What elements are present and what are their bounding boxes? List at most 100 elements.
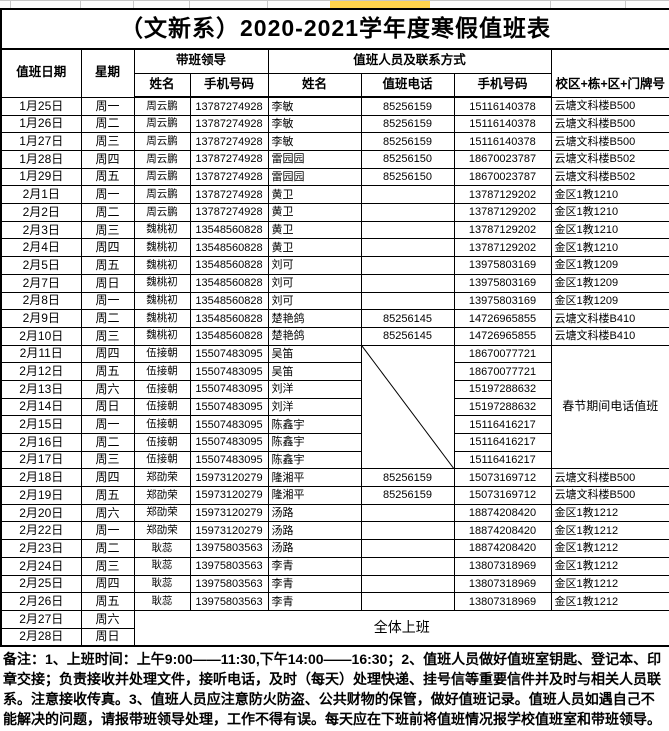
cell-date: 2月11日 xyxy=(0,344,82,364)
cell-leader-mobile: 13548560828 xyxy=(189,256,269,275)
cell-staff-mobile: 15116140378 xyxy=(453,96,552,116)
cell-leader-name: 耿蕊 xyxy=(133,556,191,576)
cell-weekday: 周一 xyxy=(80,415,135,435)
cell-location: 云塘文科楼B500 xyxy=(550,114,669,134)
cell-staff-mobile: 13807318969 xyxy=(453,592,552,611)
cell-duty-phone xyxy=(360,291,455,311)
cell-location: 云塘文科楼B500 xyxy=(550,96,669,116)
cell-location: 金区1教1212 xyxy=(550,539,669,558)
cell-leader-mobile: 13787274928 xyxy=(189,96,269,116)
cell-staff-name: 黄卫 xyxy=(267,238,362,258)
cell-staff-name: 吴笛 xyxy=(267,362,362,381)
cell-location: 云塘文科楼B500 xyxy=(550,486,669,505)
cell-leader-name: 伍接朝 xyxy=(133,379,191,399)
cell-leader-name: 伍接朝 xyxy=(133,362,191,381)
cell-leader-name: 伍接朝 xyxy=(133,433,191,452)
cell-date: 2月23日 xyxy=(0,539,82,558)
duty-row: 2月13日 周六 伍接朝 15507483095 刘洋 15197288632 xyxy=(0,379,669,399)
cell-weekday: 周六 xyxy=(80,609,135,629)
cell-weekday: 周日 xyxy=(80,627,135,647)
cell-leader-name: 郑劭荣 xyxy=(133,468,191,488)
duty-row: 2月25日 周四 耿蕊 13975803563 李青 13807318969 金区1教121… xyxy=(0,574,669,594)
grid-line xyxy=(550,1,551,8)
cell-leader-mobile: 15973120279 xyxy=(189,486,269,505)
cell-staff-mobile: 18670023787 xyxy=(453,167,552,187)
cell-location: 金区1教1212 xyxy=(550,592,669,611)
cell-leader-name: 周云鹏 xyxy=(133,114,191,134)
cell-date: 2月28日 xyxy=(0,627,82,647)
cell-leader-mobile: 13548560828 xyxy=(189,291,269,311)
cell-staff-mobile: 15197288632 xyxy=(453,397,552,417)
cell-staff-mobile: 15116416217 xyxy=(453,415,552,435)
duty-row: 2月27日 周六 全体上班 xyxy=(0,609,669,647)
spreadsheet-grid-strip xyxy=(0,0,669,8)
cell-staff-mobile: 13975803169 xyxy=(453,256,552,275)
duty-row: 2月7日 周日 魏桃初 13548560828 刘可 13975803169 金区1教120… xyxy=(0,273,669,293)
cell-weekday: 周二 xyxy=(80,433,135,452)
cell-staff-mobile: 15116140378 xyxy=(453,132,552,152)
cell-weekday: 周五 xyxy=(80,167,135,187)
cell-date: 2月7日 xyxy=(0,273,82,293)
cell-duty-phone xyxy=(360,203,455,222)
cell-date: 2月27日 xyxy=(0,609,82,629)
cell-location: 金区1教1212 xyxy=(550,521,669,541)
cell-staff-name: 雷园园 xyxy=(267,150,362,169)
cell-leader-name: 郑劭荣 xyxy=(133,503,191,523)
cell-leader-mobile: 15507483095 xyxy=(189,379,269,399)
col-header-duty-date: 值班日期 xyxy=(0,48,82,98)
cell-duty-phone xyxy=(360,273,455,293)
cell-weekday: 周四 xyxy=(80,238,135,258)
cell-festival-note: 春节期间电话值班 xyxy=(550,344,669,470)
cell-staff-mobile: 13787129202 xyxy=(453,238,552,258)
cell-location: 云塘文科楼B410 xyxy=(550,326,669,346)
cell-weekday: 周日 xyxy=(80,397,135,417)
cell-staff-name: 李青 xyxy=(267,556,362,576)
cell-leader-name: 周云鹏 xyxy=(133,203,191,222)
cell-leader-name: 周云鹏 xyxy=(133,150,191,169)
cell-leader-name: 周云鹏 xyxy=(133,185,191,205)
cell-staff-name: 陈鑫宇 xyxy=(267,433,362,452)
cell-staff-mobile: 18670023787 xyxy=(453,150,552,169)
cell-date: 2月4日 xyxy=(0,238,82,258)
cell-duty-phone xyxy=(360,556,455,576)
duty-row: 2月3日 周三 魏桃初 13548560828 黄卫 13787129202 金区1教121… xyxy=(0,220,669,240)
cell-weekday: 周日 xyxy=(80,273,135,293)
cell-date: 1月26日 xyxy=(0,114,82,134)
cell-leader-name: 魏桃初 xyxy=(133,326,191,346)
cell-location: 金区1教1210 xyxy=(550,220,669,240)
cell-location: 云塘文科楼B502 xyxy=(550,150,669,169)
duty-row: 2月23日 周二 耿蕊 13975803563 汤路 18874208420 金区1教121… xyxy=(0,539,669,558)
cell-leader-mobile: 13787274928 xyxy=(189,114,269,134)
cell-staff-name: 李敏 xyxy=(267,132,362,152)
duty-row: 1月28日 周四 周云鹏 13787274928 雷园园 85256150 18670023… xyxy=(0,150,669,169)
cell-staff-name: 黄卫 xyxy=(267,185,362,205)
cell-date: 1月25日 xyxy=(0,96,82,116)
cell-weekday: 周一 xyxy=(80,185,135,205)
duty-row: 2月18日 周四 郑劭荣 15973120279 隆湘平 85256159 15073169… xyxy=(0,468,669,488)
cell-date: 2月18日 xyxy=(0,468,82,488)
cell-duty-phone: 85256159 xyxy=(360,132,455,152)
cell-weekday: 周六 xyxy=(80,503,135,523)
cell-staff-name: 刘可 xyxy=(267,273,362,293)
cell-leader-mobile: 15973120279 xyxy=(189,521,269,541)
grid-line xyxy=(80,1,81,8)
cell-staff-name: 陈鑫宇 xyxy=(267,415,362,435)
cell-staff-name: 黄卫 xyxy=(267,220,362,240)
table-title: （文新系）2020-2021学年度寒假值班表 xyxy=(0,8,669,50)
cell-duty-phone: 85256145 xyxy=(360,326,455,346)
cell-location: 云塘文科楼B410 xyxy=(550,309,669,328)
cell-leader-mobile: 15507483095 xyxy=(189,397,269,417)
cell-duty-phone-merged xyxy=(360,344,455,470)
cell-leader-mobile: 15507483095 xyxy=(189,433,269,452)
cell-weekday: 周三 xyxy=(80,132,135,152)
col-header-staff-mobile: 手机号码 xyxy=(453,72,552,99)
duty-row: 2月26日 周五 耿蕊 13975803563 李青 13807318969 金区1教121… xyxy=(0,592,669,611)
duty-row: 2月22日 周一 郑劭荣 15973120279 汤路 18874208420 金区1教12… xyxy=(0,521,669,541)
cell-staff-name: 吴笛 xyxy=(267,344,362,364)
cell-leader-name: 伍接朝 xyxy=(133,344,191,364)
cell-all-work: 全体上班 xyxy=(133,609,669,647)
cell-weekday: 周四 xyxy=(80,468,135,488)
cell-leader-name: 魏桃初 xyxy=(133,238,191,258)
cell-weekday: 周一 xyxy=(80,521,135,541)
grid-line xyxy=(133,1,134,8)
